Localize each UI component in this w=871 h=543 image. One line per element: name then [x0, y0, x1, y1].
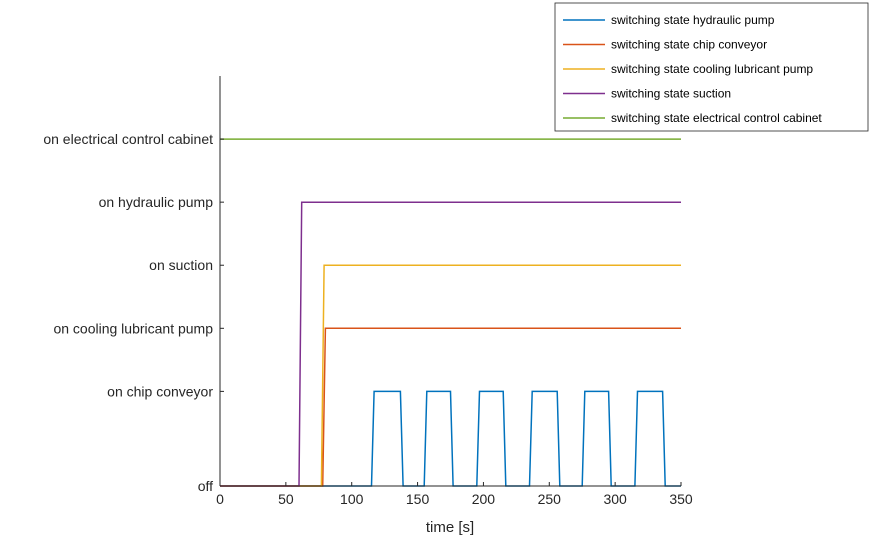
legend-label-2: switching state cooling lubricant pump — [611, 62, 813, 76]
y-ticks: off on chip conveyor on cooling lubricant … — [43, 131, 224, 494]
x-tick-label: 0 — [216, 491, 224, 507]
x-tick-label: 50 — [278, 491, 294, 507]
x-tick-label: 300 — [603, 491, 627, 507]
legend-label-1: switching state chip conveyor — [611, 38, 767, 52]
y-tick-label: off — [198, 478, 213, 494]
y-tick-label: on suction — [149, 257, 213, 273]
x-tick-label: 250 — [538, 491, 562, 507]
legend-label-0: switching state hydraulic pump — [611, 13, 775, 27]
legend-label-3: switching state suction — [611, 87, 731, 101]
x-tick-label: 150 — [406, 491, 430, 507]
y-tick-label: on cooling lubricant pump — [53, 320, 213, 336]
y-tick-label: on hydraulic pump — [99, 194, 214, 210]
legend-box — [554, 2, 869, 132]
plot-background — [220, 76, 681, 486]
x-tick-label: 100 — [340, 491, 364, 507]
legend[interactable]: switching state hydraulic pump switching … — [554, 2, 869, 132]
x-axis-label: time [s] — [426, 519, 474, 536]
legend-items: switching state hydraulic pump switching … — [563, 13, 822, 125]
axes-layer — [219, 76, 681, 487]
legend-label-4: switching state electrical control cabin… — [611, 111, 822, 125]
x-tick-label: 350 — [669, 491, 693, 507]
x-ticks: 0 50 100 150 200 250 300 350 — [216, 482, 693, 507]
y-tick-label: on chip conveyor — [107, 383, 213, 399]
x-tick-label: 200 — [472, 491, 496, 507]
y-tick-label: on electrical control cabinet — [43, 131, 213, 147]
